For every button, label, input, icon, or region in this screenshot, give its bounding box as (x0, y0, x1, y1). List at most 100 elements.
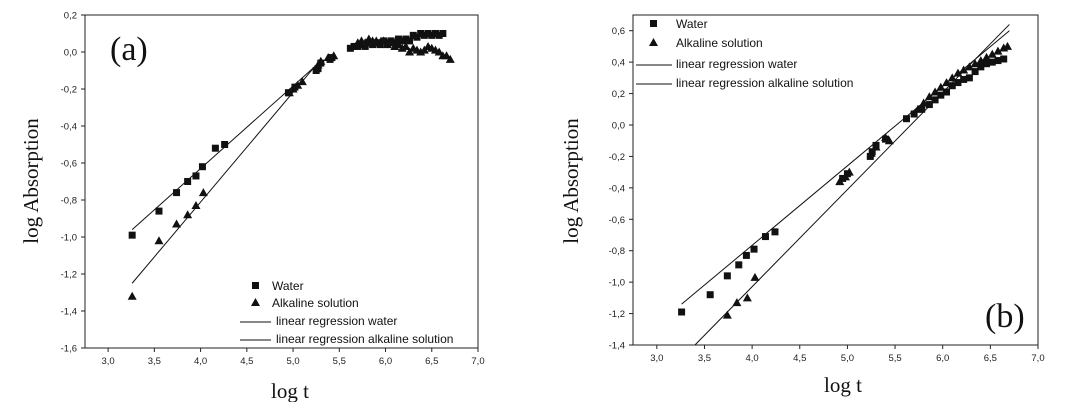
point-water (413, 33, 421, 41)
point-water (750, 245, 758, 253)
y-tick-label: -0,6 (609, 215, 625, 226)
legend-label-alkaline: Alkaline solution (272, 296, 359, 310)
point-alkaline (316, 56, 326, 65)
legend-label-regression-alkaline: linear regression alkaline solution (276, 332, 453, 346)
point-water (211, 144, 219, 152)
point-water (925, 101, 933, 109)
point-alkaline (154, 236, 164, 245)
point-water (428, 31, 436, 39)
point-water (431, 30, 439, 37)
regression-lines-a (131, 59, 322, 284)
point-water (439, 30, 447, 37)
point-water (988, 58, 996, 66)
x-axis-title-b: log t (824, 373, 862, 397)
x-tick-label: 5,0 (286, 356, 299, 367)
point-water (965, 74, 973, 82)
point-water (409, 31, 417, 39)
point-water (346, 44, 354, 52)
point-alkaline (884, 136, 894, 145)
point-alkaline (750, 272, 760, 281)
point-water (155, 207, 163, 215)
point-water (406, 37, 414, 45)
plot-frame-b (632, 14, 1039, 346)
point-water (350, 42, 358, 50)
x-ticks-a: 3,0 3,5 4,0 4,5 5,0 5,5 6,0 6,5 7,0 (102, 348, 485, 367)
y-tick-label: 0,2 (612, 89, 625, 100)
y-tick-label: -0,6 (61, 159, 77, 170)
legend-label-water: Water (272, 279, 304, 293)
point-water (173, 189, 181, 197)
point-alkaline (835, 177, 845, 186)
point-water (1000, 55, 1008, 63)
point-alkaline (947, 73, 957, 82)
point-alkaline (722, 310, 732, 319)
legend-marker-water (252, 282, 259, 289)
data-points-a (127, 30, 455, 300)
point-water (937, 91, 945, 99)
x-tick-label: 6,5 (425, 356, 438, 367)
point-water (918, 105, 926, 113)
regression-line-alkaline (131, 59, 322, 284)
point-alkaline (993, 46, 1003, 55)
x-tick-label: 6,5 (984, 353, 997, 364)
y-tick-label: -0,4 (61, 122, 77, 133)
regression-line-alkaline (694, 24, 1010, 346)
point-alkaline (982, 52, 992, 61)
point-alkaline (936, 82, 946, 91)
point-water (192, 172, 200, 180)
y-tick-label: -1,2 (61, 270, 77, 281)
x-tick-label: 3,5 (698, 353, 711, 364)
point-alkaline (434, 47, 444, 56)
x-tick-label: 7,0 (471, 356, 484, 367)
point-water (402, 35, 410, 43)
point-alkaline (1003, 41, 1013, 50)
point-water (910, 110, 918, 118)
point-water (960, 75, 968, 83)
y-tick-label: 0,6 (612, 26, 625, 37)
x-ticks-b: 3,0 3,5 4,0 4,5 5,0 5,5 6,0 6,5 7,0 (650, 345, 1045, 364)
legend-marker-alkaline (649, 38, 658, 46)
point-alkaline (970, 59, 980, 68)
point-water (931, 96, 939, 104)
point-water (417, 30, 425, 37)
point-alkaline (919, 98, 929, 107)
legend-label-regression-alkaline: linear regression alkaline solution (676, 76, 853, 90)
point-alkaline (964, 62, 974, 71)
y-tick-label: -0,2 (609, 152, 625, 163)
y-tick-label: -1,2 (609, 309, 625, 320)
point-alkaline (198, 188, 208, 197)
x-tick-label: 3,0 (102, 356, 115, 367)
y-tick-label: -1,4 (609, 341, 625, 352)
point-water (314, 65, 322, 73)
point-water (735, 261, 743, 269)
y-tick-label: -1,6 (61, 344, 77, 355)
y-tick-label: -1,4 (61, 307, 77, 318)
x-tick-label: 6,0 (936, 353, 949, 364)
point-water (369, 41, 377, 49)
legend-label-regression-water: linear regression water (676, 57, 797, 71)
point-water (678, 308, 686, 316)
point-water (198, 163, 206, 171)
point-water (902, 115, 910, 123)
y-tick-label: -1,0 (609, 278, 625, 289)
panel-label-a: (a) (110, 31, 148, 68)
point-alkaline (976, 56, 986, 65)
x-axis-title-a: log t (271, 379, 309, 402)
point-water (771, 228, 779, 236)
point-alkaline (191, 201, 201, 210)
x-tick-label: 6,0 (379, 356, 392, 367)
point-alkaline (172, 219, 182, 228)
point-alkaline (293, 80, 303, 89)
point-alkaline (732, 298, 742, 307)
point-water (398, 37, 406, 45)
y-axis-title-b: log Absorption (559, 118, 583, 244)
legend-label-regression-water: linear regression water (276, 314, 397, 328)
y-tick-label: 0,0 (64, 48, 77, 59)
point-water (723, 272, 731, 280)
legend-label-alkaline: Alkaline solution (676, 36, 763, 50)
point-water (420, 31, 428, 39)
point-alkaline (987, 49, 997, 58)
point-alkaline (288, 84, 298, 93)
legend-marker-water (650, 20, 657, 27)
